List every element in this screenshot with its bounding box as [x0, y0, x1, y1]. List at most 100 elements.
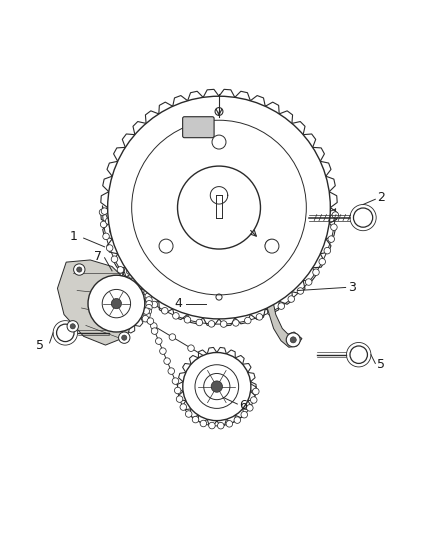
Circle shape [111, 256, 118, 262]
Circle shape [188, 345, 194, 351]
Circle shape [208, 321, 215, 327]
Circle shape [288, 296, 294, 302]
Circle shape [146, 297, 152, 303]
Circle shape [57, 324, 74, 342]
Circle shape [74, 264, 85, 275]
Circle shape [234, 417, 240, 423]
Circle shape [180, 404, 187, 410]
Circle shape [117, 266, 124, 273]
Circle shape [151, 328, 158, 334]
Polygon shape [258, 238, 302, 348]
Circle shape [313, 214, 320, 221]
Circle shape [256, 313, 263, 320]
Circle shape [102, 289, 131, 318]
Circle shape [88, 275, 145, 332]
Circle shape [100, 221, 107, 228]
Circle shape [204, 374, 230, 400]
Circle shape [145, 304, 152, 311]
Circle shape [331, 224, 337, 230]
Circle shape [144, 289, 150, 296]
Circle shape [206, 356, 213, 362]
Text: 1: 1 [69, 230, 77, 243]
Circle shape [313, 269, 319, 276]
Circle shape [265, 239, 279, 253]
Circle shape [241, 411, 247, 418]
Circle shape [278, 303, 285, 309]
Circle shape [146, 301, 152, 307]
Circle shape [126, 268, 133, 274]
Circle shape [208, 422, 215, 429]
Circle shape [220, 321, 227, 327]
Text: 5: 5 [36, 340, 44, 352]
Circle shape [269, 243, 274, 248]
Circle shape [106, 245, 113, 251]
Circle shape [200, 263, 206, 269]
Circle shape [267, 309, 274, 316]
Text: 3: 3 [348, 281, 356, 294]
Circle shape [211, 381, 223, 392]
Circle shape [251, 397, 257, 403]
Circle shape [151, 301, 158, 308]
Circle shape [101, 208, 108, 214]
Circle shape [151, 322, 157, 329]
Circle shape [353, 208, 373, 227]
Circle shape [144, 312, 150, 318]
Circle shape [118, 248, 124, 254]
Circle shape [143, 308, 149, 314]
Circle shape [132, 120, 306, 295]
Circle shape [225, 367, 232, 374]
Text: 6: 6 [240, 399, 247, 412]
Circle shape [169, 334, 176, 341]
Text: 2: 2 [378, 191, 385, 204]
Circle shape [162, 279, 169, 286]
Circle shape [147, 318, 154, 325]
Circle shape [332, 212, 339, 219]
Circle shape [155, 338, 162, 344]
Circle shape [114, 238, 120, 245]
Circle shape [172, 378, 179, 384]
Circle shape [192, 416, 199, 423]
Circle shape [111, 298, 121, 309]
Circle shape [174, 387, 181, 394]
Circle shape [200, 420, 207, 427]
Circle shape [108, 96, 330, 319]
Circle shape [324, 247, 331, 254]
Circle shape [145, 293, 152, 300]
Circle shape [142, 316, 149, 322]
Circle shape [168, 368, 174, 374]
Circle shape [212, 135, 226, 149]
Circle shape [328, 236, 335, 243]
Circle shape [238, 247, 244, 253]
Circle shape [67, 321, 78, 332]
Circle shape [103, 233, 110, 240]
Circle shape [226, 421, 233, 427]
Text: 4: 4 [174, 297, 182, 310]
Circle shape [185, 411, 192, 417]
Circle shape [233, 320, 239, 326]
Circle shape [244, 317, 251, 324]
Circle shape [145, 308, 152, 315]
Circle shape [350, 346, 367, 364]
Circle shape [173, 312, 179, 319]
Circle shape [244, 378, 250, 385]
Circle shape [196, 319, 203, 326]
Circle shape [164, 358, 170, 365]
Circle shape [141, 294, 148, 301]
Text: 5: 5 [378, 358, 385, 372]
Circle shape [305, 279, 312, 285]
Text: 7: 7 [94, 250, 102, 263]
Circle shape [122, 335, 127, 340]
Circle shape [290, 337, 296, 343]
Circle shape [132, 286, 139, 292]
Circle shape [139, 298, 145, 304]
Circle shape [159, 348, 166, 354]
Circle shape [247, 405, 253, 411]
Circle shape [162, 308, 168, 314]
Circle shape [319, 259, 325, 265]
FancyBboxPatch shape [183, 117, 214, 138]
Circle shape [106, 218, 112, 224]
Circle shape [297, 288, 304, 294]
Circle shape [177, 166, 261, 249]
Circle shape [70, 324, 75, 329]
Circle shape [177, 396, 183, 402]
